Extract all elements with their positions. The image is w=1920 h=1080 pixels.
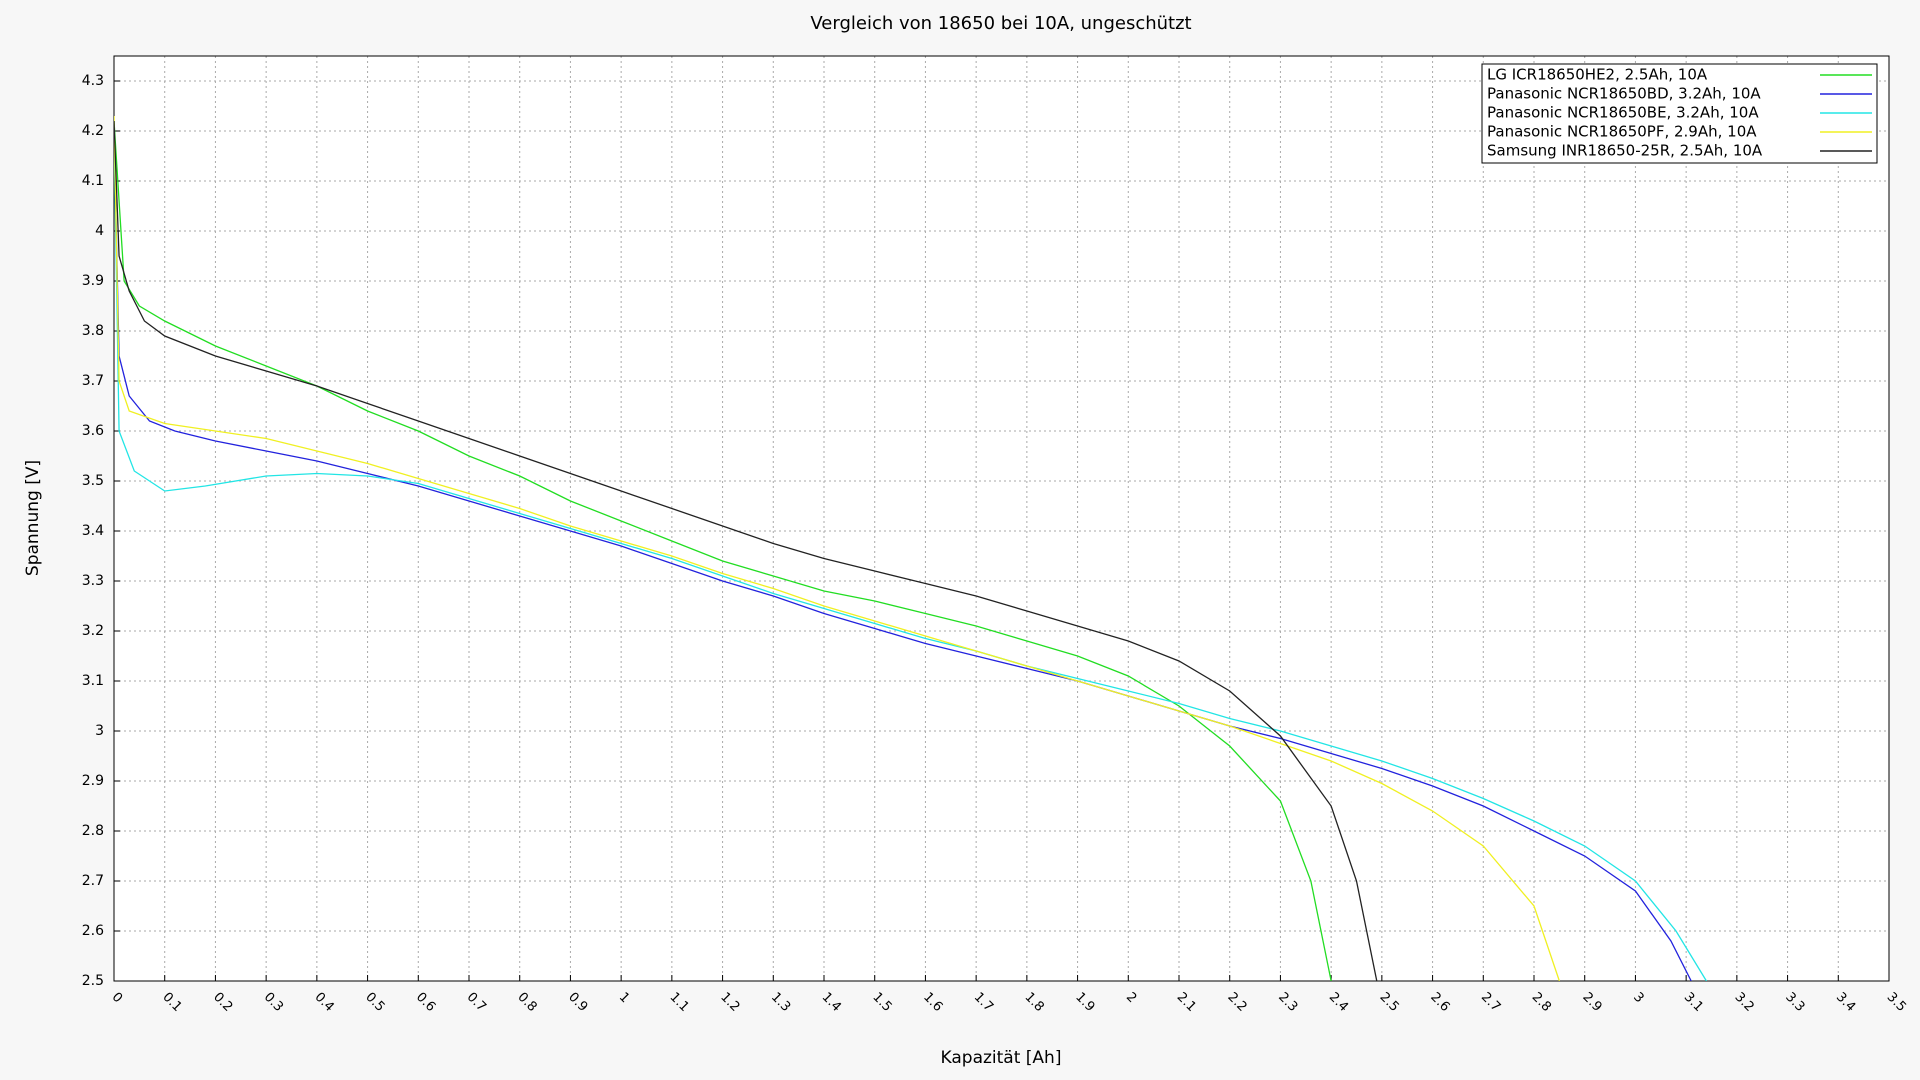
- x-tick-label: 1.9: [1072, 990, 1097, 1015]
- x-tick-label: 1.8: [1022, 990, 1047, 1015]
- x-tick-label: 2.4: [1326, 990, 1351, 1015]
- x-tick-label: 2.5: [1377, 990, 1402, 1015]
- x-tick-label: 3.1: [1681, 990, 1706, 1015]
- x-tick-label: 2.9: [1579, 990, 1604, 1015]
- y-tick-label: 3.2: [82, 623, 104, 639]
- legend-label: Panasonic NCR18650BD, 3.2Ah, 10A: [1487, 85, 1761, 103]
- x-tick-label: 1.4: [819, 990, 844, 1015]
- y-tick-label: 2.8: [82, 823, 104, 839]
- chart-title: Vergleich von 18650 bei 10A, ungeschützt: [810, 13, 1191, 34]
- x-tick-label: 3: [1630, 990, 1646, 1006]
- x-tick-label: 2: [1123, 990, 1139, 1006]
- y-tick-label: 3.7: [82, 373, 104, 389]
- x-tick-label: 0.2: [210, 990, 235, 1015]
- y-tick-label: 3.9: [82, 273, 104, 289]
- x-tick-label: 2.7: [1478, 990, 1503, 1015]
- y-tick-label: 2.9: [82, 773, 104, 789]
- x-tick-label: 0: [109, 990, 125, 1006]
- legend-label: Samsung INR18650-25R, 2.5Ah, 10A: [1487, 142, 1763, 160]
- x-tick-label: 0.3: [261, 990, 286, 1015]
- series-line: [114, 120, 1332, 981]
- x-tick-label: 2.6: [1427, 990, 1452, 1015]
- series-line: [114, 130, 1692, 981]
- x-tick-label: 0.1: [159, 990, 184, 1015]
- y-tick-label: 3.1: [82, 673, 104, 689]
- y-tick-label: 3: [95, 723, 104, 739]
- legend-label: LG ICR18650HE2, 2.5Ah, 10A: [1487, 66, 1708, 84]
- x-tick-label: 1: [616, 990, 632, 1006]
- x-tick-label: 0.8: [514, 990, 539, 1015]
- x-tick-label: 3.3: [1782, 990, 1807, 1015]
- legend-label: Panasonic NCR18650BE, 3.2Ah, 10A: [1487, 104, 1759, 122]
- x-tick-label: 0.5: [362, 990, 387, 1015]
- y-tick-label: 3.6: [82, 423, 104, 439]
- x-tick-label: 1.3: [768, 990, 793, 1015]
- x-tick-label: 1.7: [971, 990, 996, 1015]
- y-tick-label: 2.6: [82, 923, 104, 939]
- legend-box: [1481, 63, 1878, 164]
- y-tick-label: 4.1: [82, 173, 104, 189]
- x-tick-label: 0.7: [464, 990, 489, 1015]
- y-axis-label: Spannung [V]: [23, 460, 43, 576]
- x-tick-label: 1.1: [667, 990, 692, 1015]
- y-tick-label: 4: [95, 223, 104, 239]
- x-tick-label: 1.2: [717, 990, 742, 1015]
- x-tick-label: 2.2: [1224, 990, 1249, 1015]
- y-tick-label: 2.5: [82, 973, 104, 989]
- y-tick-label: 3.5: [82, 473, 104, 489]
- series-line: [114, 130, 1707, 981]
- plot-frame: [113, 55, 1890, 982]
- y-tick-label: 2.7: [82, 873, 104, 889]
- series-line: [114, 120, 1378, 981]
- x-tick-label: 1.6: [920, 990, 945, 1015]
- x-axis-label: Kapazität [Ah]: [941, 1048, 1062, 1068]
- x-tick-label: 3.4: [1833, 990, 1858, 1015]
- legend-label: Panasonic NCR18650PF, 2.9Ah, 10A: [1487, 123, 1757, 141]
- x-tick-label: 2.8: [1529, 990, 1554, 1015]
- x-tick-label: 0.6: [413, 990, 438, 1015]
- x-tick-label: 2.1: [1174, 990, 1199, 1015]
- y-tick-label: 4.3: [82, 73, 104, 89]
- x-tick-label: 2.3: [1275, 990, 1300, 1015]
- y-tick-label: 3.3: [82, 573, 104, 589]
- y-tick-label: 4.2: [82, 123, 104, 139]
- y-tick-label: 3.8: [82, 323, 104, 339]
- plot-background: [114, 56, 1889, 981]
- x-tick-label: 1.5: [869, 990, 894, 1015]
- series-line: [114, 115, 1560, 981]
- y-tick-label: 3.4: [82, 523, 104, 539]
- x-tick-label: 0.9: [565, 990, 590, 1015]
- series-group: [114, 115, 1707, 981]
- x-tick-label: 3.5: [1884, 990, 1909, 1015]
- x-tick-label: 0.4: [312, 990, 337, 1015]
- x-tick-label: 3.2: [1732, 990, 1757, 1015]
